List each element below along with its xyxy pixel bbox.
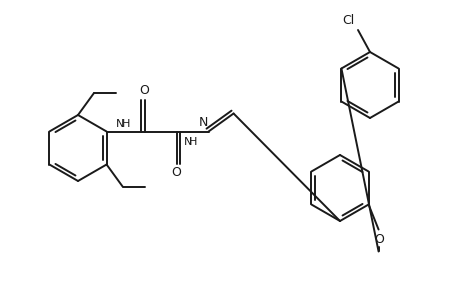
- Text: O: O: [140, 84, 149, 97]
- Text: O: O: [171, 166, 181, 179]
- Text: Cl: Cl: [341, 14, 353, 26]
- Text: N: N: [183, 136, 191, 146]
- Text: H: H: [121, 118, 129, 128]
- Text: O: O: [374, 233, 384, 246]
- Text: H: H: [188, 136, 196, 146]
- Text: N: N: [198, 116, 208, 129]
- Text: N: N: [115, 118, 123, 128]
